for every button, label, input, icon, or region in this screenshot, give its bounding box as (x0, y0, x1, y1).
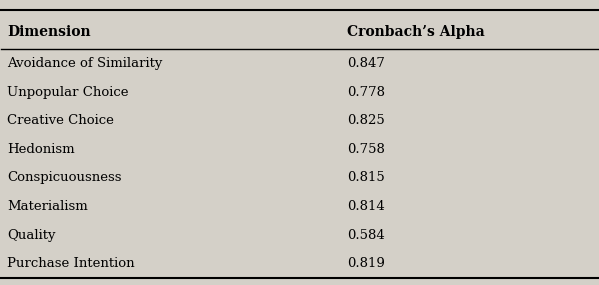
Text: 0.819: 0.819 (347, 257, 385, 270)
Text: 0.584: 0.584 (347, 229, 385, 242)
Text: 0.847: 0.847 (347, 57, 385, 70)
Text: Conspicuousness: Conspicuousness (7, 172, 122, 184)
Text: Quality: Quality (7, 229, 56, 242)
Text: Materialism: Materialism (7, 200, 88, 213)
Text: 0.815: 0.815 (347, 172, 385, 184)
Text: Hedonism: Hedonism (7, 143, 75, 156)
Text: 0.825: 0.825 (347, 114, 385, 127)
Text: 0.814: 0.814 (347, 200, 385, 213)
Text: Unpopular Choice: Unpopular Choice (7, 86, 129, 99)
Text: 0.758: 0.758 (347, 143, 385, 156)
Text: Cronbach’s Alpha: Cronbach’s Alpha (347, 25, 485, 39)
Text: Avoidance of Similarity: Avoidance of Similarity (7, 57, 163, 70)
Text: Purchase Intention: Purchase Intention (7, 257, 135, 270)
Text: Dimension: Dimension (7, 25, 91, 39)
Text: Creative Choice: Creative Choice (7, 114, 114, 127)
Text: 0.778: 0.778 (347, 86, 385, 99)
